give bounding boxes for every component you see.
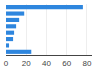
svg-text:40: 40 <box>42 59 51 68</box>
svg-text:0: 0 <box>4 59 9 68</box>
svg-text:20: 20 <box>22 59 31 68</box>
svg-text:60: 60 <box>62 59 71 68</box>
svg-text:80: 80 <box>82 59 91 68</box>
